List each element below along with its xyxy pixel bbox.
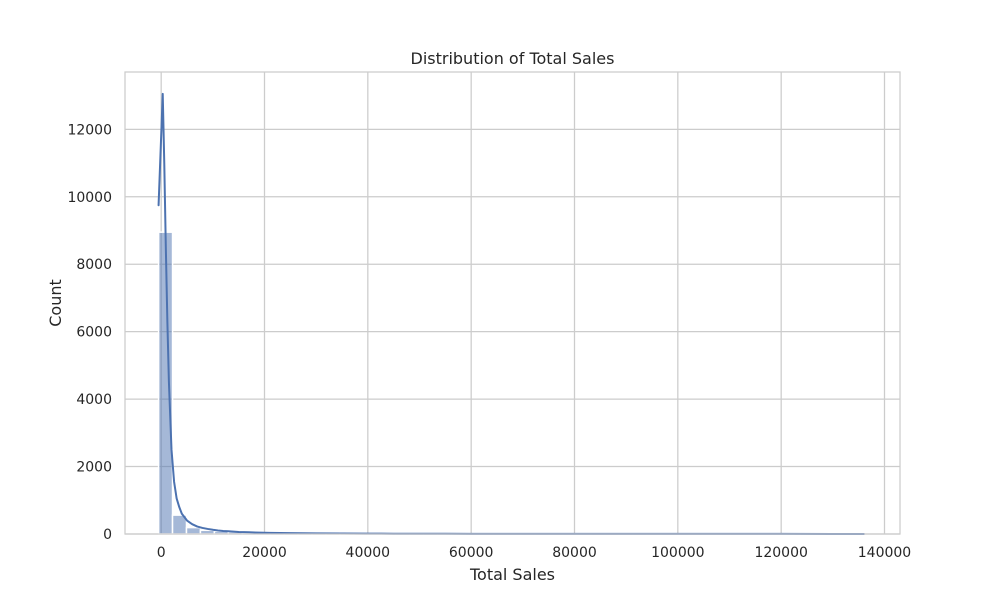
x-tick-label: 40000 bbox=[346, 545, 391, 561]
x-tick-label: 80000 bbox=[552, 545, 597, 561]
plot-frame bbox=[124, 71, 901, 535]
chart-title: Distribution of Total Sales bbox=[411, 49, 615, 68]
y-tick-label: 8000 bbox=[76, 257, 112, 273]
y-tick-label: 6000 bbox=[76, 325, 112, 341]
y-tick-label: 4000 bbox=[76, 392, 112, 408]
plot-area bbox=[125, 72, 900, 534]
y-tick-label: 12000 bbox=[67, 122, 112, 138]
x-tick-label: 20000 bbox=[242, 545, 287, 561]
y-tick-labels: 0 2000 4000 6000 8000 10000 12000 bbox=[67, 122, 112, 543]
histogram-bar bbox=[185, 526, 202, 535]
y-tick-label: 2000 bbox=[76, 460, 112, 476]
grid-lines bbox=[125, 72, 900, 535]
x-tick-label: 0 bbox=[157, 545, 166, 561]
x-tick-label: 60000 bbox=[449, 545, 494, 561]
x-tick-labels: 0 20000 40000 60000 80000 100000 120000 140000 bbox=[157, 545, 912, 561]
y-tick-label: 10000 bbox=[67, 190, 112, 206]
x-tick-label: 120000 bbox=[754, 545, 807, 561]
x-tick-label: 140000 bbox=[858, 545, 911, 561]
x-tick-label: 100000 bbox=[651, 545, 704, 561]
x-axis-label: Total Sales bbox=[469, 565, 555, 584]
y-axis-label: Count bbox=[46, 279, 65, 327]
y-tick-label: 0 bbox=[103, 527, 112, 543]
